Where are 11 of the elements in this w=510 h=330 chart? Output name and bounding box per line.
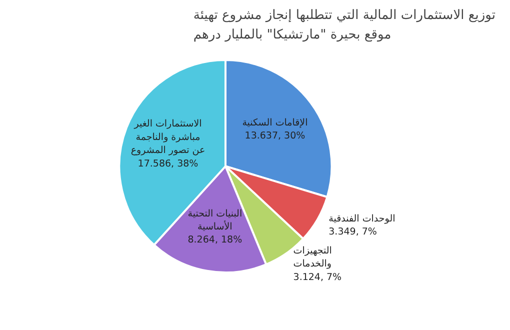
slice-label: التجهيزات والخدمات [293, 245, 332, 270]
chart-title: توزيع الاستثمارات المالية التي تتطلبها إنجاز مشروع تهيئة موقع بحيرة "مارتشيكا" بالمليار درهم [193, 8, 496, 42]
slice-label: الاستثمارات الغير مباشرة والناجمة عن تصور المشروع [130, 118, 206, 156]
data-label: 3.124, 7% [293, 272, 342, 283]
data-label: 8.264, 18% [188, 234, 242, 246]
slice-label: البنيات التحتية الأساسية [188, 208, 242, 232]
slice-label: الوحدات الفندقية [328, 214, 396, 225]
data-label: 13.637, 30% [244, 130, 306, 142]
data-label: 17.586, 38% [138, 158, 198, 170]
data-label: 3.349, 7% [328, 226, 377, 238]
slice-label: الإقامات السكنية [242, 117, 308, 128]
